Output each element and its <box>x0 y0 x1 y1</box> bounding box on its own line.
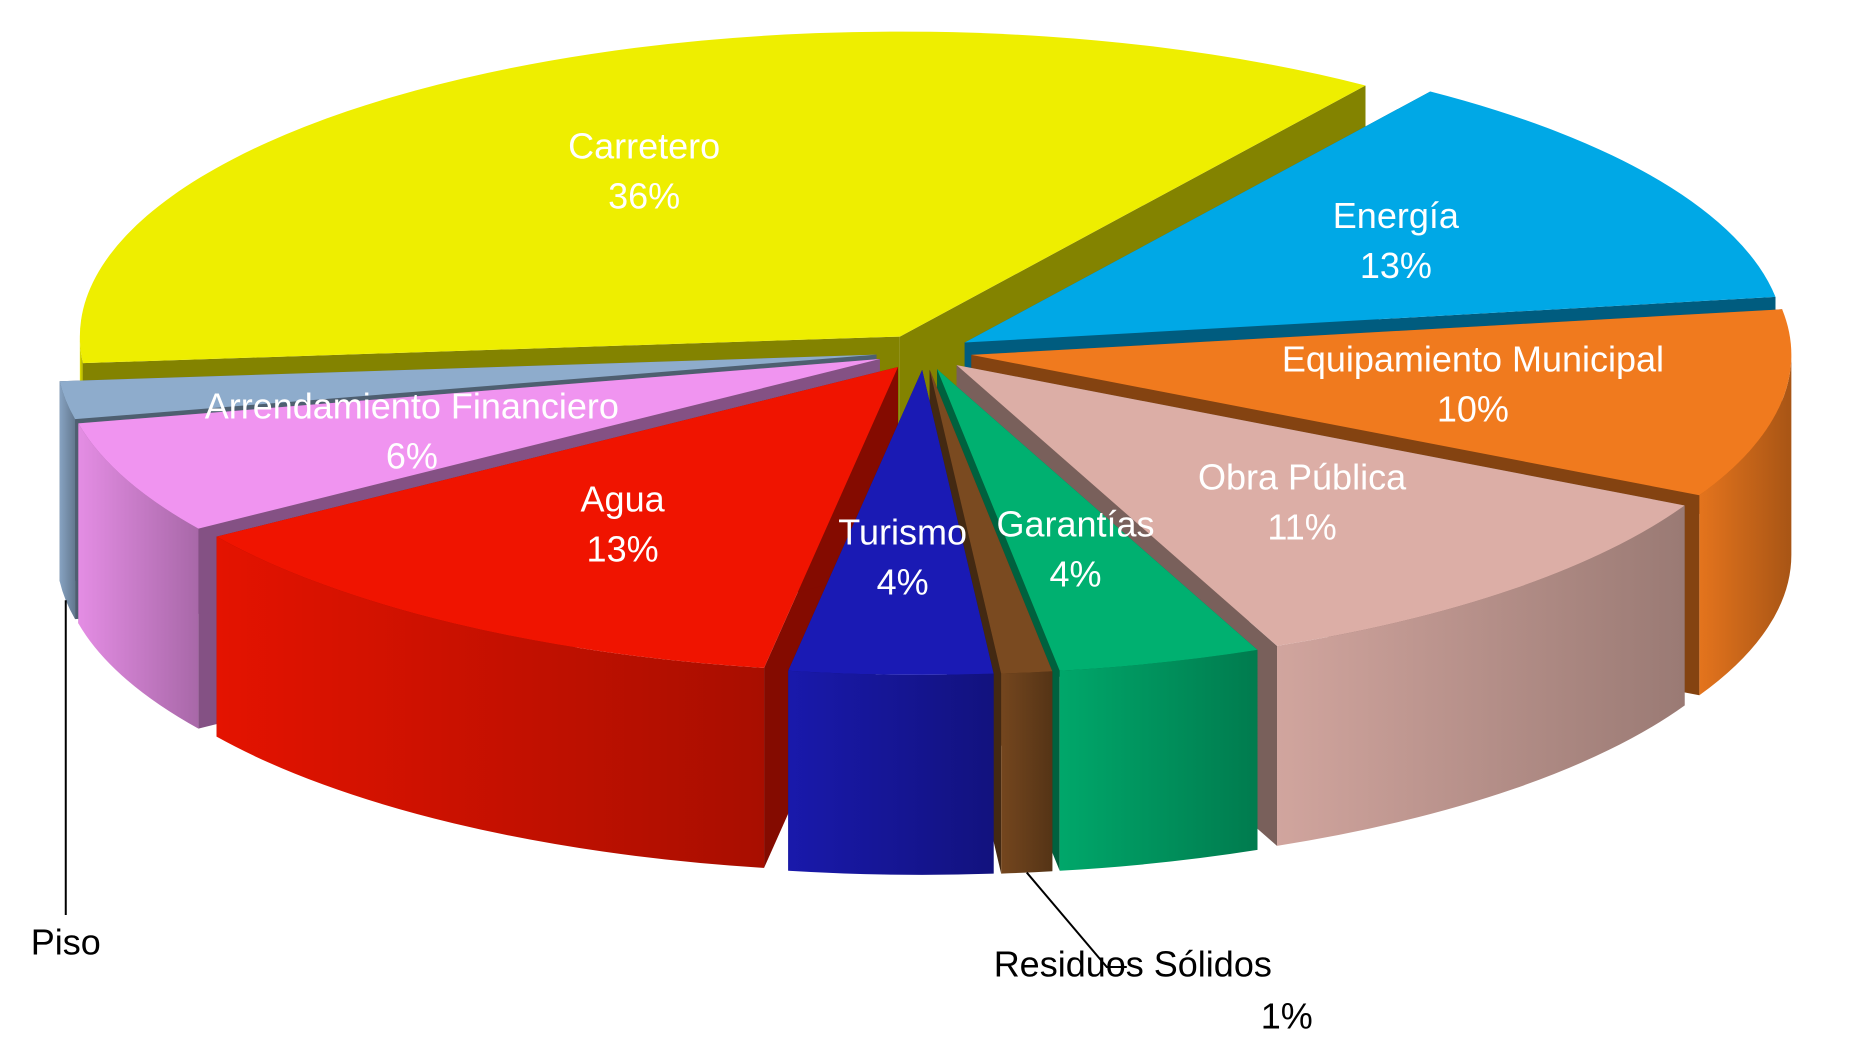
value-label: 10% <box>1437 388 1509 429</box>
leader-line <box>1026 871 1127 968</box>
slice <box>79 31 1366 364</box>
value-label: 13% <box>587 528 659 569</box>
slice-wall <box>1059 649 1258 871</box>
value-label: 1% <box>1261 996 1313 1037</box>
slice <box>929 369 1053 674</box>
slice-label: Piso <box>31 922 101 963</box>
slice-label: Residuos Sólidos <box>994 944 1272 985</box>
value-label: 36% <box>608 176 680 217</box>
slice-label: Obra Pública <box>1198 456 1407 497</box>
slice-label: Agua <box>581 478 666 519</box>
slice-wall <box>1699 354 1792 696</box>
slice <box>956 365 1685 646</box>
value-label: 11% <box>1267 506 1336 547</box>
slice-label: Garantías <box>996 504 1154 545</box>
value-label: 6% <box>386 435 438 476</box>
slice <box>964 91 1776 343</box>
slice-label: Carretero <box>568 126 720 167</box>
slice-label: Turismo <box>838 511 967 552</box>
slice <box>78 358 880 529</box>
slice-wall <box>1001 671 1053 874</box>
slice-wall <box>216 536 765 868</box>
slice-label: Equipamiento Municipal <box>1282 338 1664 379</box>
slice <box>788 369 994 675</box>
slice-label: Energía <box>1333 195 1460 236</box>
slice <box>216 367 898 668</box>
value-label: 13% <box>1360 245 1432 286</box>
value-label: 4% <box>877 561 929 602</box>
slice-label: Arrendamiento Financiero <box>205 385 619 426</box>
slice <box>788 369 994 875</box>
slice-wall <box>788 670 994 875</box>
slice-wall <box>59 381 76 620</box>
value-label: 4% <box>1049 554 1101 595</box>
slice <box>937 369 1258 671</box>
slice-wall <box>78 423 199 729</box>
slice <box>971 309 1792 496</box>
slice-wall <box>1277 505 1685 846</box>
slice <box>59 354 877 420</box>
